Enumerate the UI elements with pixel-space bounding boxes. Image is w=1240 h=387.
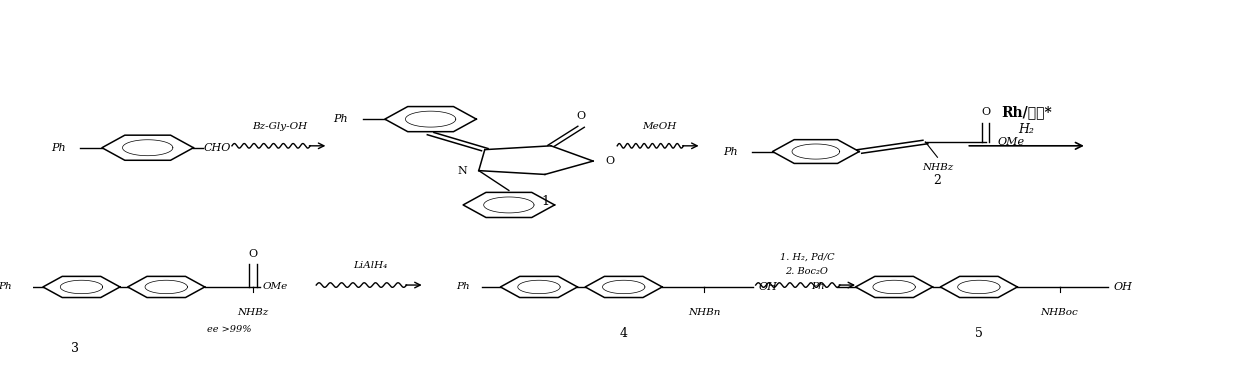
Text: 5: 5 (975, 327, 983, 340)
Text: Rh/配体*: Rh/配体* (1001, 105, 1052, 119)
Text: 1. H₂, Pd/C: 1. H₂, Pd/C (780, 253, 835, 262)
Text: O: O (605, 156, 614, 166)
Text: OH: OH (759, 282, 777, 292)
Text: 2. Boc₂O: 2. Boc₂O (785, 267, 828, 276)
Text: NHBoc: NHBoc (1040, 308, 1079, 317)
Text: MeOH: MeOH (642, 122, 677, 130)
Text: OMe: OMe (998, 137, 1024, 147)
Text: Ph: Ph (456, 283, 470, 291)
Text: H₂: H₂ (1018, 123, 1034, 136)
Text: Ph: Ph (334, 114, 348, 124)
Text: O: O (577, 111, 585, 121)
Text: O: O (981, 107, 991, 117)
Text: LiAlH₄: LiAlH₄ (353, 261, 388, 270)
Text: OMe: OMe (263, 283, 288, 291)
Text: Ph: Ph (723, 147, 738, 156)
Text: 3: 3 (72, 342, 79, 355)
Text: OH: OH (1114, 282, 1132, 292)
Text: 2: 2 (934, 175, 941, 187)
Text: Ph: Ph (51, 143, 66, 153)
Text: Ph: Ph (811, 283, 825, 291)
Text: NHBz: NHBz (921, 163, 954, 172)
Text: N: N (458, 166, 466, 176)
Text: Ph: Ph (0, 283, 12, 291)
Text: 1: 1 (541, 195, 549, 208)
Text: ee >99%: ee >99% (207, 325, 250, 334)
Text: O: O (248, 250, 258, 260)
Text: CHO: CHO (203, 143, 231, 153)
Text: NHBn: NHBn (688, 308, 720, 317)
Text: Bz-Gly-OH: Bz-Gly-OH (253, 122, 308, 130)
Text: NHBz: NHBz (237, 308, 269, 317)
Text: 4: 4 (620, 327, 627, 340)
